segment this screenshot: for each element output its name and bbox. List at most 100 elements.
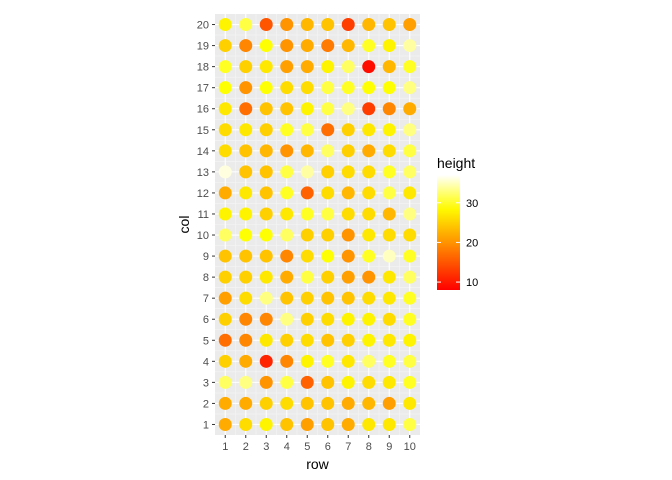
data-point [403,354,417,368]
y-tick-label: 8 [203,272,209,284]
data-point [239,312,253,326]
data-point [382,312,396,326]
data-point [382,228,396,242]
data-point [239,102,253,116]
data-point [321,375,335,389]
data-point [382,102,396,116]
data-point [218,18,232,32]
data-point [362,333,376,347]
data-point [362,39,376,53]
data-point [239,270,253,284]
data-point [300,18,314,32]
data-point [300,39,314,53]
data-point [403,312,417,326]
data-point [403,81,417,95]
data-point [403,417,417,431]
data-point [300,144,314,158]
data-point [280,18,294,32]
data-point [218,375,232,389]
legend-tick-label: 10 [466,277,478,289]
x-tick-label: 2 [243,441,249,453]
data-point [382,396,396,410]
x-tick-label: 3 [263,441,269,453]
data-point [362,165,376,179]
data-point [382,144,396,158]
data-point [341,123,355,137]
data-point [382,249,396,263]
data-point [341,165,355,179]
y-tick-label: 13 [197,167,209,179]
data-point [403,18,417,32]
data-point [280,375,294,389]
data-point [382,354,396,368]
data-point [300,165,314,179]
legend-tick-label: 30 [466,198,478,210]
data-point [259,270,273,284]
data-point [382,81,396,95]
data-point [259,291,273,305]
data-point [403,60,417,74]
data-point [321,354,335,368]
data-point [403,102,417,116]
data-point [362,81,376,95]
data-point [280,165,294,179]
data-point [300,123,314,137]
data-point [280,249,294,263]
y-tick-label: 17 [197,83,209,95]
data-point [218,207,232,221]
data-point [218,291,232,305]
data-point [218,81,232,95]
data-point [239,39,253,53]
x-tick-label: 7 [345,441,351,453]
y-tick-label: 2 [203,398,209,410]
data-point [300,396,314,410]
data-point [341,207,355,221]
data-point [403,144,417,158]
data-point [259,39,273,53]
data-point [362,270,376,284]
data-point [362,60,376,74]
data-point [341,249,355,263]
data-point [259,396,273,410]
data-point [280,354,294,368]
data-point [382,417,396,431]
data-point [218,228,232,242]
data-point [300,312,314,326]
data-point [239,375,253,389]
data-point [403,396,417,410]
data-point [239,333,253,347]
data-point [341,291,355,305]
data-point [403,333,417,347]
y-tick-label: 19 [197,41,209,53]
data-point [218,165,232,179]
data-point [239,123,253,137]
data-point [218,102,232,116]
data-point [362,186,376,200]
data-point [341,333,355,347]
data-point [300,249,314,263]
data-point [239,18,253,32]
data-point [321,417,335,431]
data-point [403,291,417,305]
data-point [362,417,376,431]
data-point [300,207,314,221]
data-point [362,102,376,116]
data-point [403,207,417,221]
data-point [239,144,253,158]
data-point [382,165,396,179]
data-point [280,186,294,200]
data-point [341,312,355,326]
data-point [280,333,294,347]
data-point [362,396,376,410]
data-point [321,228,335,242]
x-tick-label: 10 [404,441,416,453]
data-point [239,417,253,431]
data-point [382,375,396,389]
data-point [280,60,294,74]
data-point [362,18,376,32]
legend-tick-label: 20 [466,237,478,249]
data-point [341,417,355,431]
data-point [239,207,253,221]
y-tick-label: 11 [198,209,209,221]
